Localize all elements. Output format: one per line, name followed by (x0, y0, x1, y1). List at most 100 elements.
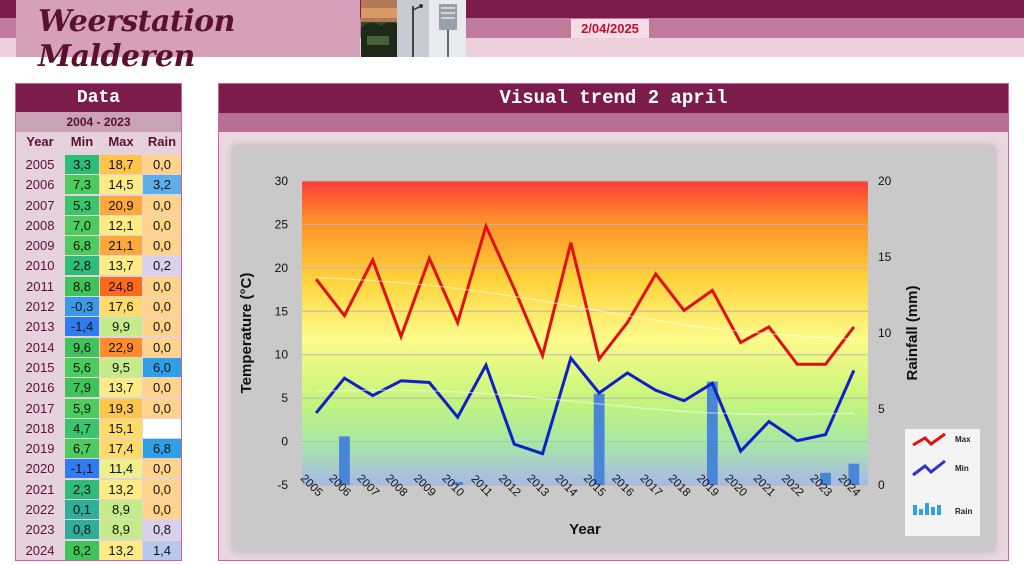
title-box: Weerstation Malderen (16, 0, 360, 74)
legend-rain-label: Rain (955, 507, 972, 516)
cell-rain: 3,2 (143, 175, 181, 195)
cell-max: 11,4 (100, 459, 142, 479)
cell-rain: 0,0 (143, 479, 181, 499)
cell-rain: 0,0 (143, 459, 181, 479)
table-row: 2018 4,7 15,1 (16, 418, 181, 438)
temperature-lines (314, 221, 856, 456)
table-header: Year Min Max Rain (16, 132, 181, 152)
screen-photo (429, 0, 466, 57)
cell-max: 24,8 (100, 276, 142, 296)
cell-max: 22,9 (100, 337, 142, 357)
cell-rain: 0,2 (143, 256, 181, 276)
cell-rain: 0,0 (143, 317, 181, 337)
cell-year: 2009 (25, 238, 55, 254)
cell-year: 2017 (25, 400, 55, 416)
legend-rain-icon (919, 509, 923, 515)
table-row: 2022 0,1 8,9 0,0 (16, 499, 181, 520)
cell-min: 5,9 (65, 398, 99, 418)
cell-year: 2013 (25, 319, 55, 335)
cell-min: 7,3 (65, 175, 99, 195)
cell-min: 8,8 (65, 276, 99, 296)
cell-rain: 0,0 (143, 195, 181, 215)
table-row: 2006 7,3 14,5 3,2 (16, 174, 181, 195)
cell-min: 9,6 (65, 337, 99, 357)
table-row: 2007 5,3 20,9 0,0 (16, 195, 181, 215)
cell-rain: 0,0 (143, 236, 181, 256)
y-tick-label: 25 (275, 217, 289, 231)
cell-max: 9,9 (100, 317, 142, 337)
cell-min: 0,1 (65, 500, 99, 520)
chart-area: -5 0 5 10 15 20 25 30 0 5 10 15 20 2005 2006 2007 2008 20… (233, 146, 995, 551)
table-row: 2013 -1,4 9,9 0,0 (16, 316, 181, 337)
cell-year: 2008 (25, 217, 55, 233)
cell-rain: 0,0 (143, 155, 181, 174)
cell-year: 2022 (25, 502, 55, 518)
legend-box (905, 429, 980, 536)
rain-bar (848, 463, 860, 485)
rain-bars (339, 381, 860, 485)
cell-min: 6,7 (65, 439, 99, 459)
cell-min: 2,3 (65, 479, 99, 499)
plot-gradient (302, 181, 868, 485)
data-panel-range: 2004 - 2023 (16, 112, 181, 132)
cell-rain: 0,0 (143, 215, 181, 235)
table-row: 2012 -0,3 17,6 0,0 (16, 296, 181, 317)
cell-rain: 6,8 (143, 439, 181, 459)
cell-year: 2006 (25, 177, 55, 193)
cell-year: 2012 (25, 299, 55, 315)
cell-year: 2023 (25, 522, 55, 538)
table-row: 2020 -1,1 11,4 0,0 (16, 458, 181, 479)
cell-max: 15,1 (100, 418, 142, 438)
y-tick-label: 30 (275, 174, 289, 188)
cell-year: 2014 (25, 339, 55, 355)
cell-rain: 0,0 (143, 398, 181, 418)
cell-max: 18,7 (100, 155, 142, 174)
y-tick-label: 10 (275, 348, 289, 362)
cell-max: 21,1 (100, 236, 142, 256)
trend-line-max (316, 276, 854, 340)
rain-bar (706, 381, 718, 485)
cell-min: 7,0 (65, 215, 99, 235)
table-row: 2014 9,6 22,9 0,0 (16, 337, 181, 357)
data-table-body: 2005 3,3 18,7 0,0 2006 7,3 14,5 3,2 2007 5,3 20,9 0… (16, 154, 181, 560)
cell-max: 8,9 (100, 500, 142, 520)
table-row: 2005 3,3 18,7 0,0 (16, 154, 181, 174)
legend-max-icon (912, 432, 946, 447)
data-panel: Data 2004 - 2023 Year Min Max Rain 2005 3… (15, 83, 182, 561)
rain-bar (452, 481, 464, 485)
table-row: 2010 2,8 13,7 0,2 (16, 255, 181, 276)
legend-rain-icon (937, 505, 941, 515)
legend-rain-icon (925, 503, 929, 515)
cell-year: 2020 (25, 461, 55, 477)
legend-max-label: Max (955, 435, 971, 444)
table-row: 2021 2,3 13,2 0,0 (16, 479, 181, 499)
y2-tick-label: 10 (878, 326, 892, 340)
series-line-min (314, 355, 856, 456)
y2-tick-label: 0 (878, 478, 885, 492)
y2-tick-label: 5 (878, 402, 885, 416)
site-title: Weerstation Malderen (38, 4, 236, 74)
table-row: 2017 5,9 19,3 0,0 (16, 398, 181, 418)
table-row: 2011 8,8 24,8 0,0 (16, 276, 181, 296)
cell-year: 2019 (25, 441, 55, 457)
y-tick-label: 20 (275, 261, 289, 275)
cell-min: 7,9 (65, 378, 99, 398)
antenna-photo (397, 0, 429, 57)
data-panel-title: Data (16, 84, 181, 112)
cell-max: 14,5 (100, 175, 142, 195)
cell-min: 5,6 (65, 357, 99, 377)
cell-min: -1,1 (65, 459, 99, 479)
table-row: 2019 6,7 17,4 6,8 (16, 438, 181, 459)
y-tick-label: 5 (281, 391, 288, 405)
table-row: 2008 7,0 12,1 0,0 (16, 215, 181, 235)
plot-background (302, 181, 868, 485)
cell-min: 6,8 (65, 236, 99, 256)
y-tick-label: -5 (277, 478, 288, 492)
cell-rain: 0,0 (143, 337, 181, 357)
chart-subheader (219, 113, 1008, 132)
col-max-header: Max (108, 134, 134, 149)
cell-max: 9,5 (100, 357, 142, 377)
series-line-max (314, 221, 856, 366)
cell-year: 2016 (25, 380, 55, 396)
legend-min-label: Min (955, 464, 969, 473)
